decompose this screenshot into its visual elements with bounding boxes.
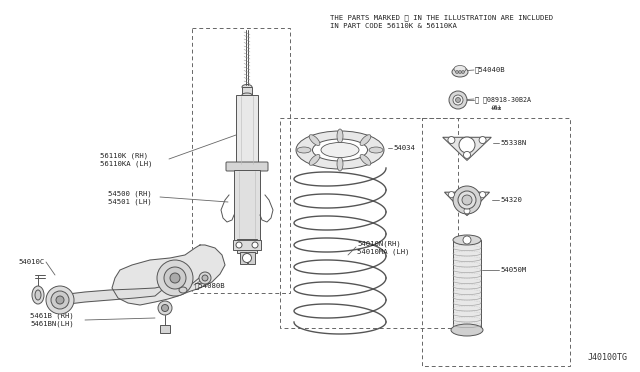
Circle shape bbox=[158, 301, 172, 315]
Circle shape bbox=[479, 192, 486, 198]
Circle shape bbox=[449, 91, 467, 109]
Circle shape bbox=[157, 260, 193, 296]
Ellipse shape bbox=[453, 235, 481, 245]
Circle shape bbox=[464, 208, 470, 214]
Text: (6): (6) bbox=[491, 106, 502, 110]
Circle shape bbox=[456, 71, 458, 74]
Circle shape bbox=[463, 151, 470, 158]
Bar bbox=[234, 170, 260, 240]
Circle shape bbox=[236, 242, 242, 248]
Circle shape bbox=[458, 191, 476, 209]
Bar bbox=[453, 240, 481, 330]
Text: ✈6✉: ✈6✉ bbox=[491, 106, 502, 110]
Ellipse shape bbox=[337, 157, 343, 171]
Ellipse shape bbox=[35, 290, 41, 300]
Ellipse shape bbox=[360, 135, 371, 145]
Circle shape bbox=[449, 192, 454, 198]
Ellipse shape bbox=[179, 287, 187, 293]
Bar bbox=[192, 28, 290, 293]
Ellipse shape bbox=[360, 154, 371, 165]
Polygon shape bbox=[443, 137, 492, 160]
Circle shape bbox=[46, 286, 74, 314]
Circle shape bbox=[458, 71, 461, 74]
Circle shape bbox=[164, 267, 186, 289]
Bar bbox=[422, 118, 570, 366]
Text: THE PARTS MARKED ※ IN THE ILLUSTRATION ARE INCLUDED
IN PART CODE 56110K & 56110K: THE PARTS MARKED ※ IN THE ILLUSTRATION A… bbox=[330, 14, 553, 29]
Circle shape bbox=[453, 186, 481, 214]
Text: 54034: 54034 bbox=[393, 145, 415, 151]
Text: 54320: 54320 bbox=[500, 197, 522, 203]
Circle shape bbox=[56, 296, 64, 304]
Circle shape bbox=[459, 137, 475, 153]
Bar bbox=[248, 252, 255, 264]
Ellipse shape bbox=[32, 286, 44, 304]
Circle shape bbox=[202, 275, 208, 281]
Polygon shape bbox=[445, 192, 490, 216]
Polygon shape bbox=[112, 245, 225, 305]
Bar bbox=[240, 252, 247, 264]
Ellipse shape bbox=[242, 84, 252, 90]
Ellipse shape bbox=[454, 65, 466, 73]
Text: ※ ⓝ08918-30B2A: ※ ⓝ08918-30B2A bbox=[475, 97, 531, 103]
Bar bbox=[233, 240, 261, 250]
Bar bbox=[237, 239, 257, 253]
Bar bbox=[242, 87, 252, 95]
Circle shape bbox=[243, 253, 252, 263]
Text: 55338N: 55338N bbox=[500, 140, 526, 146]
Ellipse shape bbox=[296, 131, 384, 169]
Ellipse shape bbox=[309, 135, 320, 145]
Polygon shape bbox=[60, 285, 168, 305]
Text: 5461B (RH)
5461BN(LH): 5461B (RH) 5461BN(LH) bbox=[30, 312, 74, 327]
Ellipse shape bbox=[321, 142, 359, 157]
Circle shape bbox=[51, 291, 69, 309]
Bar bbox=[160, 325, 170, 333]
Ellipse shape bbox=[242, 93, 252, 97]
Bar bbox=[280, 118, 458, 328]
Ellipse shape bbox=[451, 324, 483, 336]
Circle shape bbox=[456, 97, 461, 103]
Ellipse shape bbox=[337, 129, 343, 143]
Circle shape bbox=[161, 305, 168, 311]
Ellipse shape bbox=[297, 147, 311, 153]
Text: 56110K (RH)
56110KA (LH): 56110K (RH) 56110KA (LH) bbox=[100, 153, 152, 167]
Circle shape bbox=[479, 137, 486, 144]
Circle shape bbox=[453, 95, 463, 105]
Circle shape bbox=[463, 236, 471, 244]
Text: ※54080B: ※54080B bbox=[195, 283, 226, 289]
Text: 54050M: 54050M bbox=[500, 267, 526, 273]
Ellipse shape bbox=[369, 147, 383, 153]
FancyBboxPatch shape bbox=[226, 162, 268, 171]
Text: 54010C: 54010C bbox=[18, 259, 44, 265]
Bar bbox=[236, 95, 258, 165]
Circle shape bbox=[252, 242, 258, 248]
Circle shape bbox=[199, 272, 211, 284]
Ellipse shape bbox=[312, 139, 367, 161]
Text: 54500 (RH)
54501 (LH): 54500 (RH) 54501 (LH) bbox=[108, 190, 152, 205]
Circle shape bbox=[448, 137, 455, 144]
Text: ※54040B: ※54040B bbox=[475, 67, 506, 73]
Circle shape bbox=[461, 71, 465, 74]
Ellipse shape bbox=[309, 154, 320, 165]
Text: J40100TG: J40100TG bbox=[588, 353, 628, 362]
Circle shape bbox=[170, 273, 180, 283]
Text: 54010N(RH)
54010MA (LH): 54010N(RH) 54010MA (LH) bbox=[357, 241, 410, 255]
Ellipse shape bbox=[452, 67, 468, 77]
Circle shape bbox=[462, 195, 472, 205]
